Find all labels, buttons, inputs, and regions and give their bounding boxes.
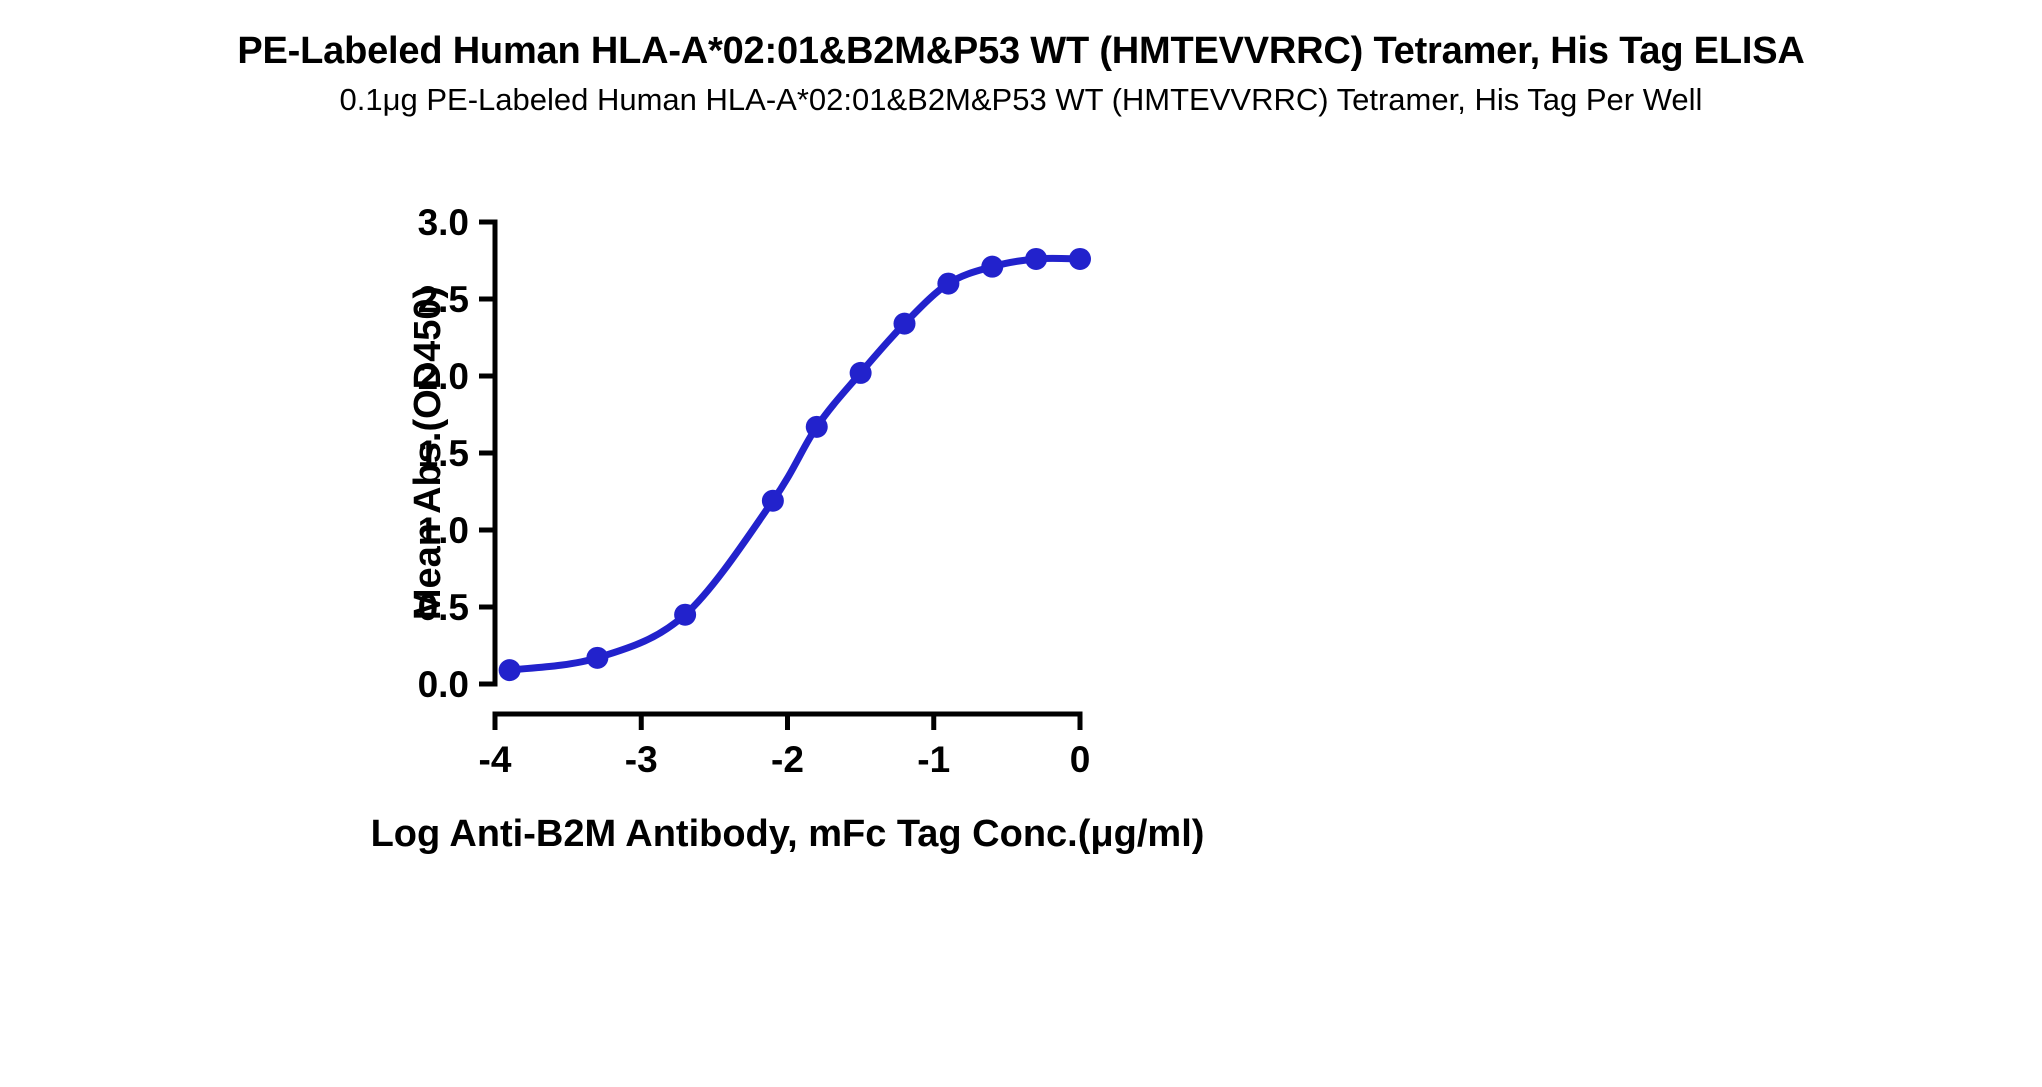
axis-lines bbox=[492, 219, 1083, 717]
axis-tick-marks bbox=[479, 219, 1083, 730]
chart-subtitle: 0.1μg PE-Labeled Human HLA-A*02:01&B2M&P… bbox=[339, 81, 1703, 117]
data-point-marker bbox=[498, 659, 521, 682]
y-tick-label: 3.0 bbox=[418, 202, 469, 243]
figure-title-block: PE-Labeled Human HLA-A*02:01&B2M&P53 WT … bbox=[0, 30, 2042, 118]
data-series-line bbox=[506, 254, 1084, 674]
data-point-marker bbox=[893, 312, 916, 335]
data-point-marker bbox=[805, 415, 828, 438]
data-point-marker bbox=[761, 489, 784, 512]
data-point-marker bbox=[1025, 247, 1048, 270]
data-point-marker bbox=[849, 361, 872, 384]
y-tick-label: 1.5 bbox=[418, 433, 469, 474]
data-point-marker bbox=[937, 272, 960, 295]
data-point-marker bbox=[981, 255, 1004, 278]
y-tick-label: 2.5 bbox=[418, 279, 469, 320]
data-point-markers bbox=[498, 247, 1091, 682]
data-point-marker bbox=[674, 603, 697, 626]
y-tick-label: 0.0 bbox=[418, 664, 469, 705]
y-tick-label: 0.5 bbox=[418, 587, 469, 628]
x-tick-label: -4 bbox=[479, 739, 512, 780]
y-tick-label: 2.0 bbox=[418, 356, 469, 397]
x-tick-label: -3 bbox=[625, 739, 658, 780]
x-tick-label: -2 bbox=[771, 739, 804, 780]
y-axis-tick-labels: 0.0 0.5 1.0 1.5 2.0 2.5 3.0 bbox=[418, 202, 469, 705]
x-axis-title: Log Anti-B2M Antibody, mFc Tag Conc.(μg/… bbox=[371, 813, 1205, 855]
chart-title: PE-Labeled Human HLA-A*02:01&B2M&P53 WT … bbox=[237, 30, 1805, 72]
x-tick-label: 0 bbox=[1070, 739, 1091, 780]
data-point-marker bbox=[1069, 247, 1091, 270]
y-axis-title: Mean Abs.(OD450) bbox=[407, 286, 449, 620]
x-tick-label: -1 bbox=[917, 739, 950, 780]
x-axis-tick-labels: -4 -3 -2 -1 0 bbox=[479, 739, 1091, 780]
y-tick-label: 1.0 bbox=[418, 510, 469, 551]
data-point-marker bbox=[586, 646, 609, 669]
